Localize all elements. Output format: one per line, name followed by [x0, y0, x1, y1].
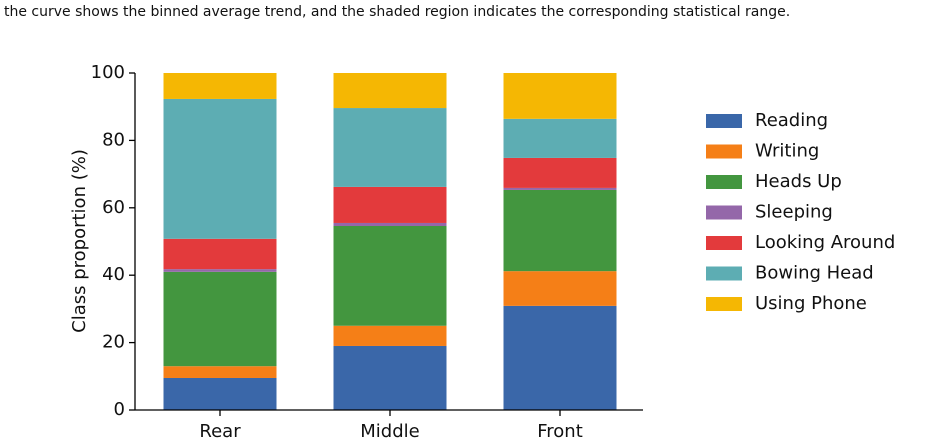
legend-label: Reading: [755, 110, 828, 131]
bar-segment: [163, 271, 277, 367]
bar-segment: [333, 325, 447, 346]
bar-segment: [163, 238, 277, 270]
bar-segment: [163, 73, 277, 99]
caption: the curve shows the binned average trend…: [4, 4, 790, 20]
legend-swatch: [706, 236, 742, 250]
legend-swatch: [706, 266, 742, 281]
y-tick-label: 20: [102, 332, 125, 353]
legend-swatch: [706, 114, 742, 128]
legend-label: Using Phone: [755, 293, 867, 314]
legend-swatch: [706, 205, 742, 220]
bar-segment: [503, 305, 617, 410]
bar-segment: [503, 73, 617, 119]
x-tick-label: Front: [537, 421, 583, 442]
bar-segment: [163, 366, 277, 378]
y-tick-label: 80: [102, 129, 125, 150]
y-tick-label: 0: [114, 399, 125, 420]
bar-segment: [333, 108, 447, 187]
legend-label: Bowing Head: [755, 263, 874, 284]
bar-segment: [333, 225, 447, 326]
bar-segment: [163, 377, 277, 410]
x-tick-label: Rear: [199, 421, 241, 442]
y-axis-label: Class proportion (%): [69, 149, 90, 333]
legend-swatch: [706, 175, 742, 189]
bar-segment: [503, 118, 617, 158]
bar-segment: [333, 73, 447, 109]
legend-label: Writing: [755, 141, 819, 162]
bar-segment: [503, 189, 617, 272]
y-tick-label: 100: [91, 62, 125, 83]
legend-label: Looking Around: [755, 232, 895, 253]
legend-swatch: [706, 144, 742, 159]
bar-segment: [333, 222, 447, 226]
y-tick-label: 60: [102, 197, 125, 218]
bar-segment: [333, 186, 447, 223]
bar-segment: [503, 271, 617, 306]
bar-segment: [503, 187, 617, 190]
x-tick-label: Middle: [360, 421, 419, 442]
bar-segment: [163, 98, 277, 239]
bar-segment: [333, 345, 447, 410]
y-tick-label: 40: [102, 264, 125, 285]
legend-label: Heads Up: [755, 171, 842, 192]
bar-segment: [163, 269, 277, 272]
legend-swatch: [706, 297, 742, 311]
legend-label: Sleeping: [755, 202, 833, 223]
bar-segment: [503, 157, 617, 188]
